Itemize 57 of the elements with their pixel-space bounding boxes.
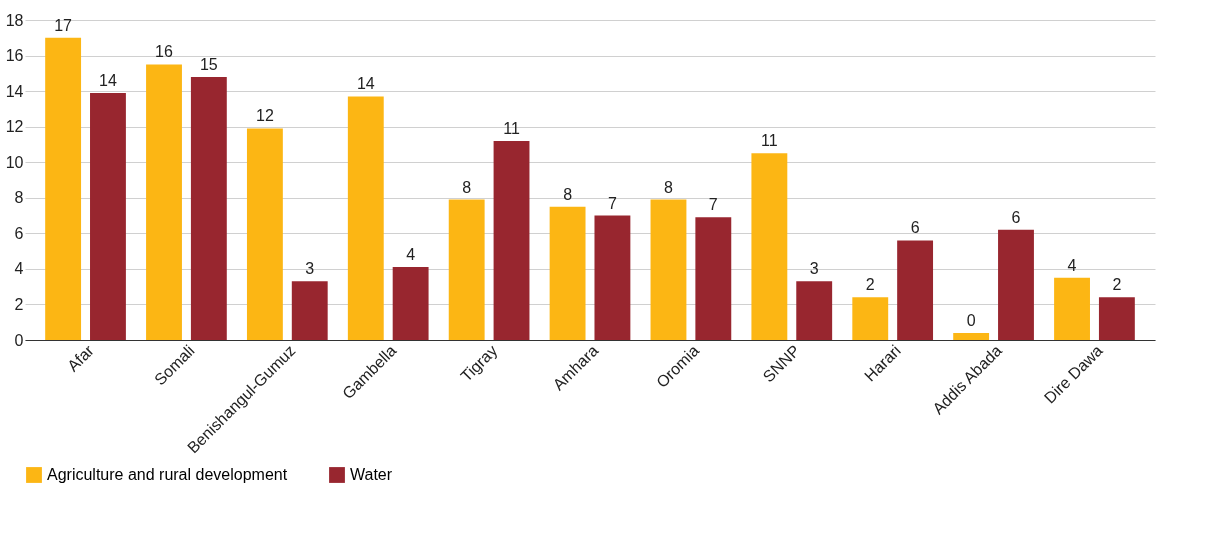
y-tick-label: 6 (14, 224, 24, 242)
data-label: 11 (503, 119, 520, 137)
bar (392, 267, 429, 340)
bar (796, 281, 833, 340)
bar (246, 128, 283, 340)
legend-label: Water (350, 466, 393, 483)
legend-label: Agriculture and rural development (47, 466, 288, 483)
bar (852, 297, 889, 340)
bar (594, 215, 631, 340)
x-tick-label: Afar (64, 341, 98, 375)
y-tick-label: 10 (5, 153, 24, 171)
data-label: 4 (1067, 256, 1077, 274)
y-tick-label: 12 (5, 118, 24, 136)
data-label: 2 (865, 276, 875, 294)
bar (1054, 277, 1090, 340)
data-label: 12 (256, 107, 274, 125)
bar (953, 332, 990, 340)
data-label: 2 (1112, 276, 1122, 294)
bar (998, 229, 1034, 340)
y-tick-label: 18 (5, 11, 24, 29)
data-label: 3 (809, 260, 819, 278)
data-label: 7 (708, 196, 718, 214)
data-label: 6 (1011, 208, 1021, 226)
data-label: 16 (155, 43, 174, 61)
bar (448, 199, 485, 340)
bar (695, 217, 732, 340)
bar (897, 240, 934, 340)
bar (90, 92, 126, 340)
data-label: 15 (199, 55, 218, 73)
data-label: 4 (406, 246, 416, 264)
y-tick-label: 0 (14, 331, 24, 349)
data-label: 11 (761, 132, 778, 150)
bar (347, 96, 384, 340)
y-tick-label: 4 (14, 260, 24, 278)
data-label: 14 (356, 75, 375, 93)
data-label: 7 (607, 194, 617, 212)
bar (190, 76, 227, 340)
y-tick-label: 14 (5, 82, 24, 100)
data-label: 8 (664, 178, 674, 196)
data-label: 17 (54, 16, 73, 34)
bar (146, 64, 182, 340)
data-label: 6 (910, 219, 920, 237)
data-label: 3 (305, 260, 315, 278)
data-label: 8 (563, 185, 573, 203)
bar (291, 281, 328, 340)
data-label: 0 (966, 311, 976, 329)
bar (493, 140, 530, 340)
y-tick-label: 2 (14, 295, 24, 313)
data-label: 14 (99, 71, 117, 89)
data-label: 8 (462, 178, 472, 196)
bar (650, 199, 687, 340)
bar (751, 153, 788, 340)
y-tick-label: 16 (5, 47, 24, 65)
bar (1098, 297, 1135, 340)
bar (549, 206, 586, 340)
bar (45, 37, 82, 340)
y-tick-label: 8 (14, 189, 24, 207)
